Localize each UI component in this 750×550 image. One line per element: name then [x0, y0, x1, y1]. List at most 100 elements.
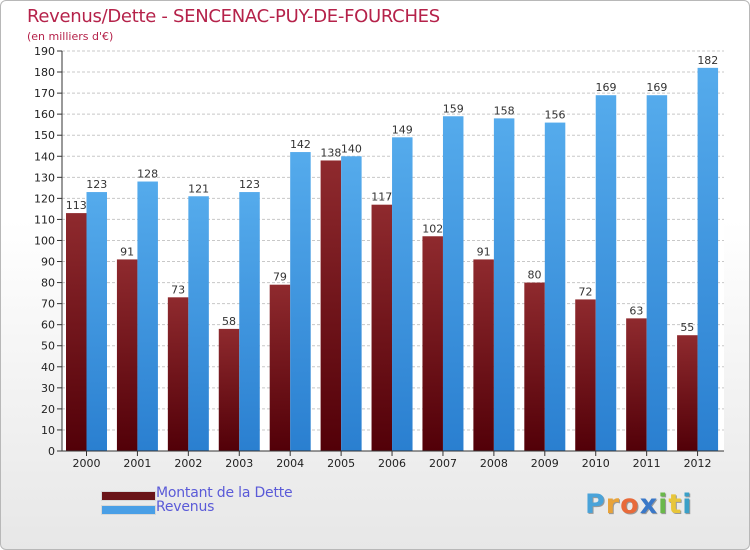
data-label-debt: 80: [528, 269, 542, 282]
bar-revenue: [392, 137, 413, 451]
data-label-revenue: 128: [137, 168, 158, 181]
y-tick-label: 130: [34, 171, 55, 184]
data-label-revenue: 159: [443, 102, 464, 115]
bar-debt: [218, 328, 240, 451]
y-tick-label: 40: [41, 361, 55, 374]
legend-label-revenue: Revenus: [156, 499, 215, 515]
data-label-debt: 91: [477, 245, 491, 258]
data-label-revenue: 158: [494, 104, 515, 117]
bar-debt: [524, 282, 545, 451]
bar-debt: [422, 236, 443, 451]
data-label-revenue: 182: [697, 54, 718, 67]
bar-revenue: [442, 116, 464, 452]
bar-revenue: [697, 67, 719, 451]
y-tick-label: 90: [41, 256, 55, 269]
data-label-debt: 138: [320, 146, 341, 159]
bar-revenue: [290, 152, 311, 452]
bar-debt: [167, 297, 189, 451]
y-tick-label: 170: [34, 87, 55, 100]
y-tick-label: 150: [34, 129, 55, 142]
data-label-debt: 91: [120, 245, 134, 258]
y-tick-label: 60: [41, 319, 55, 332]
bar-debt: [575, 299, 596, 451]
x-tick-label: 2004: [276, 457, 304, 470]
y-tick-label: 50: [41, 340, 55, 353]
bar-debt: [371, 204, 393, 451]
legend-swatch-debt: [101, 491, 156, 501]
y-tick-label: 120: [34, 192, 55, 205]
data-label-debt: 58: [222, 315, 236, 328]
data-label-revenue: 142: [290, 138, 311, 151]
bar-revenue: [86, 192, 107, 452]
data-label-revenue: 140: [341, 142, 362, 155]
y-tick-label: 160: [34, 108, 55, 121]
bar-revenue: [646, 95, 668, 452]
logo-letter: r: [605, 489, 621, 520]
bar-revenue: [493, 118, 515, 452]
data-label-debt: 72: [578, 285, 592, 298]
data-label-revenue: 121: [188, 182, 209, 195]
y-tick-label: 180: [34, 66, 55, 79]
x-tick-label: 2005: [327, 457, 355, 470]
x-tick-label: 2001: [123, 457, 151, 470]
x-tick-label: 2000: [73, 457, 101, 470]
x-tick-label: 2010: [582, 457, 610, 470]
logo-letter: t: [668, 489, 683, 520]
chart-subtitle: (en milliers d'€): [27, 30, 114, 43]
bar-debt: [116, 259, 138, 451]
data-label-debt: 73: [171, 283, 185, 296]
y-tick-label: 0: [48, 445, 55, 458]
bar-revenue: [239, 192, 260, 452]
bar-revenue: [188, 196, 209, 451]
bar-revenue: [137, 181, 158, 452]
x-tick-label: 2007: [429, 457, 457, 470]
data-label-revenue: 123: [239, 178, 260, 191]
data-label-revenue: 156: [545, 109, 566, 122]
bar-revenue: [544, 122, 566, 451]
bar-debt: [677, 335, 698, 451]
x-tick-label: 2002: [174, 457, 202, 470]
bar-revenue: [341, 156, 362, 451]
data-label-revenue: 123: [86, 178, 107, 191]
x-tick-label: 2011: [633, 457, 661, 470]
bar-revenue: [595, 95, 617, 452]
y-tick-label: 190: [34, 45, 55, 58]
x-tick-label: 2009: [531, 457, 559, 470]
y-tick-label: 70: [41, 298, 55, 311]
data-label-debt: 63: [629, 304, 643, 317]
chart-title: Revenus/Dette - SENCENAC-PUY-DE-FOURCHES: [27, 6, 440, 27]
data-label-debt: 113: [66, 199, 87, 212]
data-label-debt: 79: [273, 271, 287, 284]
y-tick-label: 20: [41, 403, 55, 416]
y-tick-label: 30: [41, 382, 55, 395]
bar-debt: [473, 259, 494, 451]
logo-letter: i: [658, 489, 669, 520]
x-tick-label: 2006: [378, 457, 406, 470]
data-label-revenue: 169: [646, 81, 667, 94]
y-tick-label: 100: [34, 234, 55, 247]
bar-debt: [66, 213, 87, 451]
y-tick-label: 10: [41, 424, 55, 437]
data-label-debt: 102: [422, 222, 443, 235]
y-tick-label: 110: [34, 213, 55, 226]
bar-debt: [626, 318, 647, 451]
data-label-debt: 117: [371, 191, 392, 204]
logo-letter: o: [620, 489, 640, 520]
x-tick-label: 2012: [684, 457, 712, 470]
data-label-revenue: 149: [392, 123, 413, 136]
logo-letter: i: [682, 489, 693, 520]
logo-letter: x: [639, 489, 659, 520]
logo-letter: P: [585, 489, 606, 520]
y-tick-label: 140: [34, 150, 55, 163]
proxiti-logo: Proxiti: [585, 489, 693, 520]
bar-debt: [269, 284, 291, 451]
y-tick-label: 80: [41, 277, 55, 290]
data-label-revenue: 169: [595, 81, 616, 94]
legend-swatch-revenue: [101, 505, 156, 515]
x-tick-label: 2008: [480, 457, 508, 470]
data-label-debt: 55: [680, 321, 694, 334]
bar-debt: [320, 160, 342, 451]
x-tick-label: 2003: [225, 457, 253, 470]
